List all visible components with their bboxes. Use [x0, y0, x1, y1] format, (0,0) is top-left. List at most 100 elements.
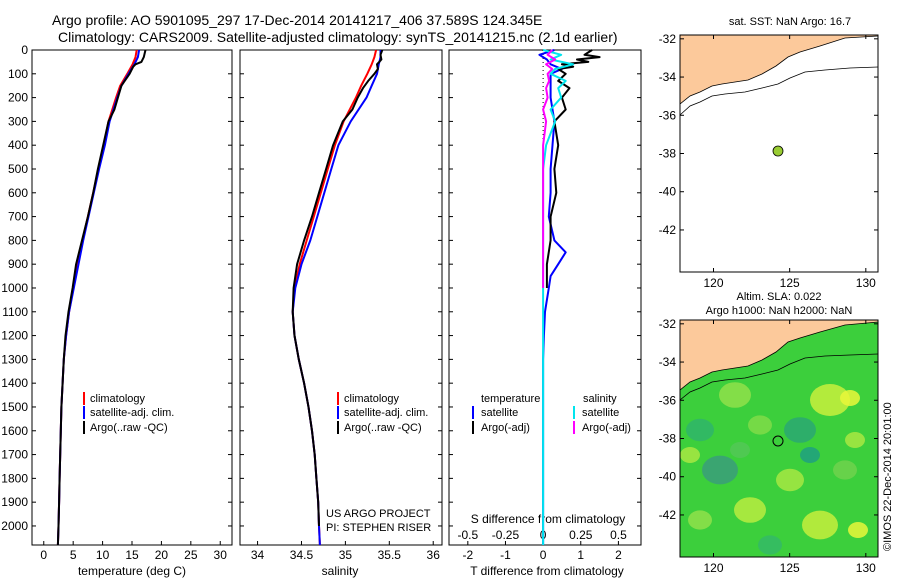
- map-lon-tick-label: 125: [780, 561, 800, 575]
- legend-t-argo-label: Argo(-adj): [481, 422, 530, 434]
- temperature-x-tick-label: 10: [96, 548, 110, 562]
- sla-anomaly-patch: [810, 384, 850, 416]
- sla-anomaly-patch: [702, 455, 738, 485]
- figure-title-line1: Argo profile: AO 5901095_297 17-Dec-2014…: [52, 12, 542, 28]
- s-difference-x-tick-label: 0.5: [610, 528, 627, 542]
- depth-tick-label: 1500: [1, 400, 28, 414]
- sla-anomaly-patch: [845, 432, 865, 448]
- depth-tick-label: 1100: [2, 305, 28, 319]
- depth-tick-label: 0: [21, 43, 28, 57]
- depth-tick-label: 1200: [1, 329, 28, 343]
- temperature-legend: climatology satellite-adj. clim. Argo(..…: [83, 392, 174, 434]
- salinity-plot-frame: [239, 49, 443, 546]
- sla-anomaly-patch: [719, 382, 751, 408]
- salinity-x-axis: 34 34.5 35 35.5 36: [251, 541, 440, 562]
- figure-title-line2: Climatology: CARS2009. Satellite-adjuste…: [58, 29, 618, 45]
- sst-shelf-contour: [680, 66, 878, 116]
- sst-map-area: [680, 35, 878, 272]
- temperature-x-tick-label: 30: [214, 548, 228, 562]
- map-lat-tick-label: -42: [659, 223, 677, 237]
- map-lon-tick-label: 120: [703, 276, 723, 290]
- temperature-axis-label: temperature (deg C): [78, 564, 186, 578]
- map-lat-tick-label: -36: [659, 393, 677, 407]
- series-line-temperature-argo-adj-: [545, 49, 601, 288]
- depth-tick-label: 1700: [1, 448, 28, 462]
- map-lat-tick-label: -34: [659, 355, 677, 369]
- sla-land-mass: [680, 320, 878, 391]
- s-difference-x-tick-label: -0.5: [457, 528, 478, 542]
- salinity-legend: climatology satellite-adj. clim. Argo(..…: [337, 392, 428, 434]
- sla-anomaly-patch: [680, 447, 700, 463]
- legend-climatology-label: climatology: [90, 393, 146, 405]
- depth-tick-label: 500: [8, 162, 28, 176]
- legend-satellite-label: satellite-adj. clim.: [90, 407, 174, 419]
- s-difference-axis-label: S difference from climatology: [471, 512, 626, 526]
- sla-map-area: [680, 320, 878, 557]
- t-difference-x-tick-label: 0: [540, 548, 547, 562]
- series-line-satellite-adj-clim-: [291, 50, 382, 546]
- map-lon-tick-label: 130: [856, 276, 876, 290]
- depth-axis: 0 100 200 300 400 500 600 700 800 900 1000 1100 1200…: [1, 43, 641, 533]
- temperature-x-tick-label: 5: [70, 548, 77, 562]
- sla-anomaly-patch: [686, 418, 714, 442]
- sla-anomaly-patch: [688, 510, 712, 530]
- depth-tick-label: 2000: [1, 519, 28, 533]
- sla-anomaly-patch: [802, 510, 838, 540]
- t-difference-x-axis: -2 -1 0 1 2: [462, 541, 622, 562]
- difference-series: [538, 49, 601, 545]
- project-label: US ARGO PROJECT: [326, 508, 431, 520]
- sla-anomaly-patch: [833, 460, 857, 480]
- t-difference-x-tick-label: -1: [500, 548, 511, 562]
- map-lat-tick-label: -38: [659, 432, 677, 446]
- depth-tick-label: 100: [8, 67, 28, 81]
- temperature-series: [56, 49, 147, 546]
- sla-argo-location: [772, 435, 784, 447]
- depth-tick-label: 400: [8, 138, 28, 152]
- sla-map-axes: 120 125 130 -32 -34 -36 -38 -40 -42: [659, 317, 878, 575]
- sla-anomaly-patch: [776, 468, 804, 492]
- difference-legend: temperature satellite Argo(-adj) salinit…: [472, 393, 631, 434]
- map-lat-tick-label: -40: [659, 470, 677, 484]
- depth-tick-label: 600: [8, 186, 28, 200]
- map-lon-tick-label: 125: [780, 276, 800, 290]
- depth-tick-label: 700: [8, 210, 28, 224]
- legend-salinity-title: salinity: [583, 393, 617, 405]
- salinity-x-tick-label: 36: [427, 548, 441, 562]
- depth-tick-label: 1000: [1, 281, 28, 295]
- temperature-x-axis: 0 5 10 15 20 25 30: [40, 541, 227, 562]
- imos-credit: ©IMOS 22-Dec-2014 20:01:00: [882, 402, 894, 551]
- sla-anomaly-patch: [848, 522, 868, 538]
- legend-temperature-title: temperature: [481, 393, 540, 405]
- depth-tick-label: 1300: [1, 352, 28, 366]
- legend-argo-label: Argo(..raw -QC): [344, 422, 422, 434]
- series-line-climatology: [291, 49, 378, 546]
- series-line-argo-raw-qc-: [291, 49, 384, 527]
- sla-anomaly-patch: [784, 417, 816, 443]
- series-line-salinity-argo-adj-: [542, 49, 557, 288]
- legend-s-argo-label: Argo(-adj): [582, 422, 631, 434]
- depth-tick-label: 1400: [1, 376, 28, 390]
- s-difference-x-tick-label: -0.25: [492, 528, 520, 542]
- temperature-x-tick-label: 0: [40, 548, 47, 562]
- salinity-axis-label: salinity: [322, 564, 359, 578]
- depth-tick-label: 300: [8, 114, 28, 128]
- t-difference-axis-label: T difference from climatology: [470, 564, 624, 578]
- sst-map-axes: 120 125 130 -32 -34 -36 -38 -40 -42: [659, 32, 878, 290]
- t-difference-x-tick-label: 1: [577, 548, 584, 562]
- depth-tick-label: 1800: [1, 471, 28, 485]
- sla-anomaly-patch: [748, 415, 772, 435]
- legend-argo-label: Argo(..raw -QC): [90, 422, 168, 434]
- s-difference-x-tick-label: 0.25: [569, 528, 593, 542]
- temperature-plot-frame: [31, 49, 233, 546]
- map-lat-tick-label: -40: [659, 185, 677, 199]
- legend-climatology-label: climatology: [344, 393, 400, 405]
- series-line-argo-raw-qc-: [56, 49, 147, 546]
- salinity-x-tick-label: 34.5: [290, 548, 314, 562]
- sla-map-title1: Altim. SLA: 0.022: [737, 291, 822, 303]
- t-difference-x-tick-label: -2: [462, 548, 473, 562]
- temperature-x-tick-label: 25: [184, 548, 198, 562]
- legend-t-satellite-label: satellite: [481, 407, 518, 419]
- t-difference-x-tick-label: 2: [615, 548, 622, 562]
- map-lat-tick-label: -36: [659, 108, 677, 122]
- sla-anomaly-patch: [840, 390, 860, 406]
